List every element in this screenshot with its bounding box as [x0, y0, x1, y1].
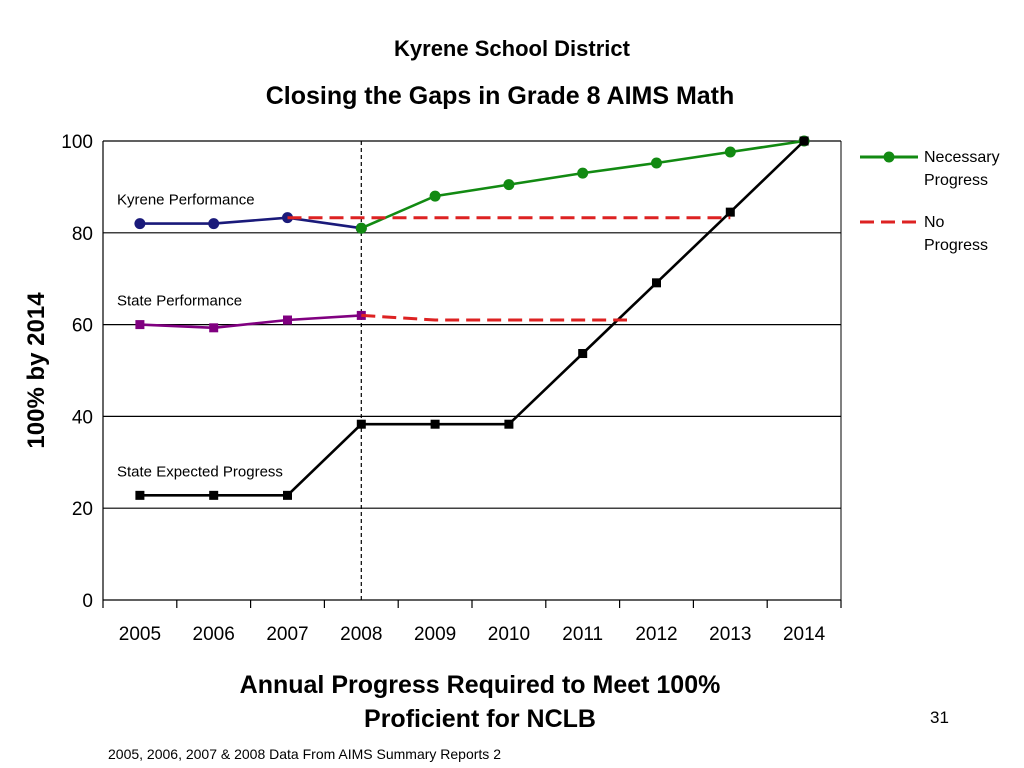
data-point [208, 218, 220, 230]
x-tick-label: 2009 [414, 624, 456, 645]
district-title: Kyrene School District [394, 36, 630, 61]
data-point [578, 349, 588, 359]
y-tick-label: 20 [72, 499, 93, 520]
data-point [429, 190, 441, 202]
x-tick-label: 2005 [119, 624, 161, 645]
data-point [134, 218, 146, 230]
y-tick-label: 60 [72, 316, 93, 337]
series-line [139, 216, 362, 230]
legend-label: Progress [924, 172, 988, 189]
x-tick-label: 2010 [488, 624, 530, 645]
data-point [724, 146, 736, 158]
data-point [430, 419, 440, 429]
y-tick-label: 100 [61, 132, 93, 153]
data-point [725, 207, 735, 217]
x-tick-label: 2011 [562, 624, 603, 645]
data-point [504, 419, 514, 429]
page-number: 31 [930, 708, 949, 727]
data-point [135, 320, 145, 330]
data-point [651, 157, 662, 169]
data-point [209, 323, 219, 333]
data-point [503, 179, 515, 191]
x-tick-label: 2006 [193, 624, 235, 645]
x-tick-label: 2014 [783, 624, 826, 645]
x-tick-label: 2007 [266, 624, 308, 645]
series-line [139, 140, 806, 497]
series-line [139, 314, 362, 330]
x-tick-label: 2012 [635, 624, 677, 645]
series-annotation: State Performance [117, 293, 242, 310]
source-note: 2005, 2006, 2007 & 2008 Data From AIMS S… [108, 746, 501, 762]
data-point [577, 167, 589, 179]
y-axis-label: 100% by 2014 [23, 292, 50, 449]
legend-label: Necessary [924, 149, 1000, 166]
legend-marker [883, 151, 895, 163]
y-tick-label: 80 [72, 224, 93, 245]
data-point [209, 490, 219, 500]
x-tick-label: 2008 [340, 624, 382, 645]
series-line [360, 139, 805, 230]
data-point [356, 419, 366, 429]
data-point [355, 222, 367, 234]
data-point [283, 315, 292, 325]
series-line [361, 313, 627, 322]
data-point [799, 136, 809, 146]
legend-label: No [924, 214, 945, 231]
chart-title: Closing the Gaps in Grade 8 AIMS Math [265, 82, 735, 110]
x-axis-label: Annual Progress Required to Meet 100% Pr… [239, 671, 721, 733]
data-point [652, 278, 661, 288]
series-annotation: Kyrene Performance [117, 192, 255, 209]
data-point [283, 490, 292, 500]
data-point [135, 490, 145, 500]
series-annotation: State Expected Progress [117, 463, 283, 480]
x-tick-label: 2013 [709, 624, 751, 645]
y-tick-label: 40 [72, 407, 93, 428]
y-tick-label: 0 [82, 591, 93, 612]
legend-label: Progress [924, 237, 988, 254]
